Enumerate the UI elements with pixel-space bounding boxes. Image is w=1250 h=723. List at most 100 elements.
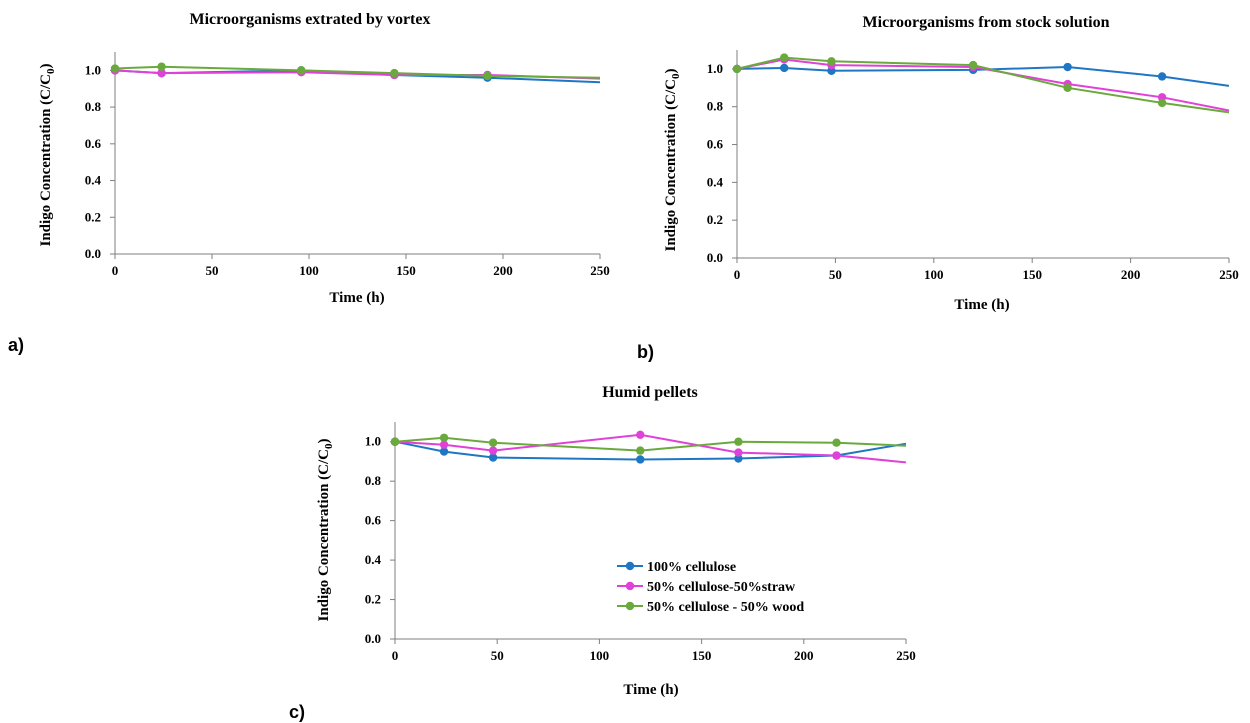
series-3-point	[483, 71, 492, 81]
series-1-point	[636, 455, 645, 464]
series-3-line	[736, 56, 1230, 114]
x-tick-label: 50	[491, 648, 504, 663]
y-tick-label: 1.0	[85, 62, 101, 77]
series-3-point	[832, 438, 841, 447]
x-tick-label: 150	[692, 648, 712, 663]
y-tick-label: 1.0	[365, 434, 381, 449]
x-axis-title: Time (h)	[329, 290, 384, 306]
x-tick-label: 100	[590, 648, 610, 663]
y-axis-title-close: )	[663, 68, 679, 73]
legend-entry: 100% cellulose	[647, 560, 736, 575]
y-tick-label: 0.2	[85, 209, 101, 224]
chart-panel-2: Microorganisms from stock solution 0.0 0.2…	[637, 14, 1239, 362]
y-axis-title-close: )	[38, 63, 54, 68]
y-tick-label: 1.0	[707, 61, 723, 76]
chart-title: Microorganisms extrated by vortex	[190, 11, 431, 28]
x-axis-title: Time (h)	[623, 682, 678, 698]
y-tick-label: 0.2	[365, 592, 381, 607]
y-tick-label: 0.8	[85, 99, 102, 114]
x-tick-label: 100	[924, 267, 944, 282]
y-axis-title-main: Indigo Concentration (C/C	[38, 74, 54, 247]
x-tick-label: 100	[299, 263, 319, 278]
series-3-point	[734, 437, 743, 446]
series-3-point	[390, 437, 400, 446]
legend-entry: 50% cellulose-50%straw	[647, 580, 796, 595]
y-axis-title-main: Indigo Concentration (C/C	[316, 449, 332, 622]
chart-title: Microorganisms from stock solution	[863, 14, 1110, 31]
series-3-point	[636, 446, 645, 455]
x-tick-label: 0	[734, 267, 741, 282]
series-2-point	[636, 430, 645, 440]
y-tick-label: 0.0	[707, 250, 723, 265]
x-tick-label: 200	[493, 263, 513, 278]
series-1-point	[734, 454, 743, 463]
series-3-point	[1063, 83, 1072, 93]
series-2-point	[488, 446, 498, 455]
x-axis-title: Time (h)	[954, 297, 1009, 313]
series-3-point	[968, 60, 978, 70]
y-tick-label: 0.6	[365, 513, 382, 528]
panel-letter: b)	[637, 342, 654, 362]
series-1-point	[488, 453, 498, 462]
x-tick-label: 0	[392, 648, 399, 663]
x-tick-label: 150	[1022, 267, 1042, 282]
chart-panel-3: Humid pellets 0.0 0.2 0.4 0.6 0.8 1.0 0 50 100 150…	[289, 384, 916, 722]
y-tick-label: 0.4	[707, 174, 724, 189]
y-tick-label: 0.8	[707, 99, 724, 114]
y-tick-label: 0.2	[707, 212, 723, 227]
y-axis-title-subscript: 0	[45, 68, 57, 74]
y-axis-title-main: Indigo Concentration (C/C	[663, 79, 679, 252]
x-tick-label: 0	[112, 263, 119, 278]
y-axis-title: Indigo Concentration (C/C0)	[663, 68, 682, 251]
series-3-point	[297, 66, 306, 75]
series-2-point	[157, 68, 166, 78]
legend-swatch-marker	[625, 601, 635, 611]
y-tick-label: 0.0	[85, 246, 101, 261]
legend: 100% cellulose 50% cellulose-50%straw 50% …	[617, 560, 804, 615]
series-3-point	[110, 64, 120, 73]
series-3-point	[488, 438, 498, 447]
x-tick-label: 200	[1121, 267, 1141, 282]
y-axis-title: Indigo Concentration (C/C0)	[38, 63, 57, 246]
y-tick-label: 0.6	[85, 136, 102, 151]
series-3-point	[827, 57, 836, 66]
y-tick-label: 0.8	[365, 473, 382, 488]
y-axis-title: Indigo Concentration (C/C0)	[316, 438, 335, 621]
y-tick-label: 0.6	[707, 137, 724, 152]
legend-entry: 50% cellulose - 50% wood	[647, 600, 804, 615]
series-1-point	[1157, 72, 1167, 81]
series-2-point	[439, 440, 449, 449]
y-tick-label: 0.4	[365, 552, 382, 567]
series-3-point	[1157, 98, 1167, 108]
series-2-line	[394, 433, 907, 464]
x-tick-label: 150	[396, 263, 416, 278]
series-2-point	[832, 451, 841, 460]
panel-letter: c)	[289, 702, 305, 722]
y-axis-title-subscript: 0	[323, 443, 335, 449]
series-3-line	[114, 65, 601, 79]
series-3-point	[390, 68, 399, 78]
series-3-point	[157, 62, 166, 71]
series-1-line	[736, 65, 1230, 87]
x-tick-label: 250	[1219, 267, 1239, 282]
series-2-point	[734, 448, 743, 457]
legend-swatch-marker	[625, 561, 635, 571]
legend-swatch-marker	[625, 581, 635, 591]
series-1-point	[439, 447, 449, 456]
series-3-point	[732, 64, 742, 74]
x-tick-label: 50	[206, 263, 219, 278]
panel-letter: a)	[8, 335, 24, 355]
x-tick-label: 50	[829, 267, 842, 282]
series-3-point	[439, 433, 449, 442]
y-axis-title-subscript: 0	[670, 73, 682, 79]
x-tick-label: 200	[794, 648, 814, 663]
series-3-point	[780, 53, 789, 62]
series-1-point	[1063, 62, 1072, 72]
y-axis-title-close: )	[316, 438, 332, 443]
x-tick-label: 250	[896, 648, 916, 663]
chart-panel-1: Microorganisms extrated by vortex 0.0 0.2 0…	[8, 11, 610, 355]
series-1-point	[780, 63, 789, 73]
chart-title: Humid pellets	[602, 384, 698, 401]
x-tick-label: 250	[590, 263, 610, 278]
y-tick-label: 0.4	[85, 173, 102, 188]
